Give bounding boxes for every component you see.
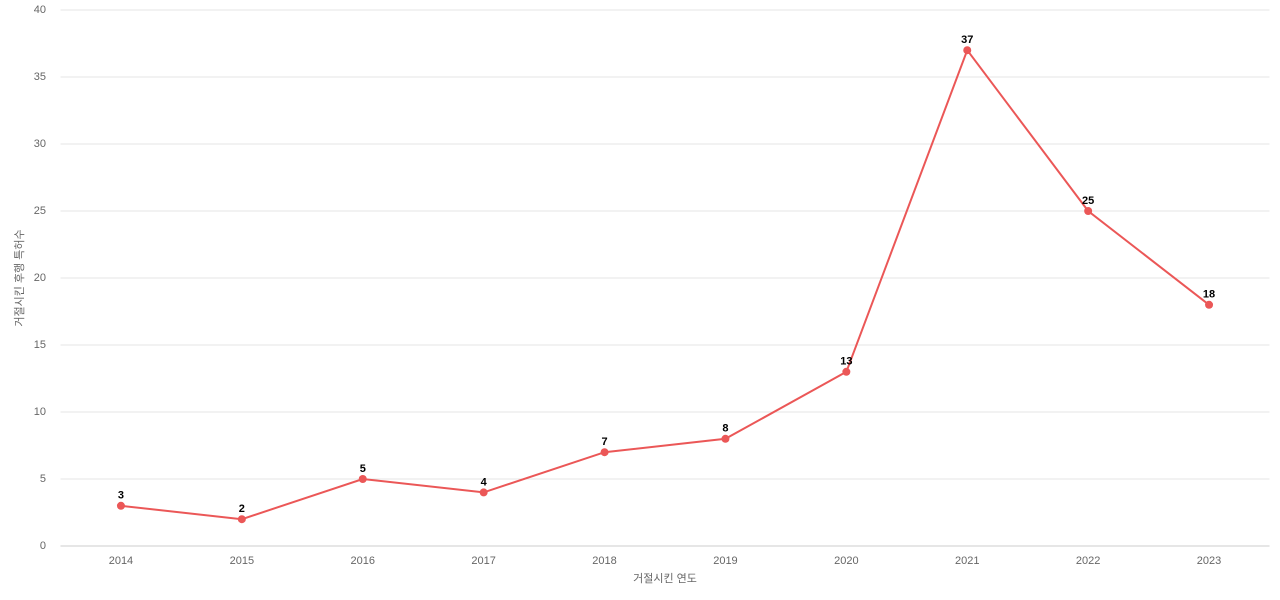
x-tick-label: 2018	[592, 555, 616, 567]
y-tick-label: 30	[34, 138, 46, 150]
x-tick-label: 2021	[955, 555, 979, 567]
data-label: 5	[360, 463, 366, 475]
data-label: 13	[840, 356, 852, 368]
point	[237, 515, 246, 524]
line	[120, 48, 1210, 521]
x-tick-label: 2016	[351, 555, 375, 567]
point	[963, 46, 972, 55]
x-tick-label: 2023	[1197, 555, 1221, 567]
data-label: 18	[1203, 289, 1215, 301]
point	[842, 367, 851, 376]
data-label: 37	[961, 34, 973, 46]
y-tick-label: 40	[34, 4, 46, 16]
point	[1084, 207, 1093, 215]
data-label: 25	[1082, 195, 1094, 207]
x-tick-label: 2015	[230, 555, 254, 567]
y-tick-label: 10	[34, 406, 46, 418]
point	[721, 434, 730, 443]
y-tick-label: 35	[34, 71, 46, 83]
point	[1205, 300, 1214, 309]
x-tick-label: 2022	[1076, 555, 1100, 567]
x-tick-label: 2020	[834, 555, 858, 567]
y-tick-label: 0	[40, 540, 46, 552]
data-label: 8	[722, 423, 728, 435]
point	[358, 475, 367, 483]
data-label: 2	[239, 503, 245, 515]
y-tick-label: 15	[34, 339, 46, 351]
y-tick-label: 20	[34, 272, 46, 284]
data-label: 3	[118, 490, 124, 502]
x-tick-label: 2017	[471, 555, 495, 567]
data-label: 4	[481, 476, 488, 488]
x-axis-label: 거절시킨 연도	[633, 572, 697, 585]
point	[116, 501, 125, 510]
data-label: 7	[601, 436, 607, 448]
x-tick-label: 2014	[109, 555, 133, 567]
point	[479, 488, 488, 497]
y-axis-label: 거절시킨 후행 특허수	[13, 229, 26, 326]
point	[600, 448, 609, 457]
y-tick-label: 5	[40, 473, 46, 485]
y-tick-label: 25	[34, 205, 46, 217]
x-tick-label: 2019	[713, 555, 737, 567]
